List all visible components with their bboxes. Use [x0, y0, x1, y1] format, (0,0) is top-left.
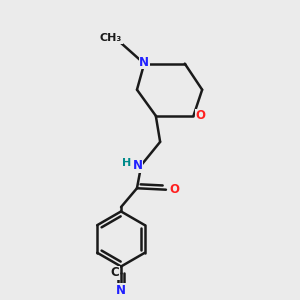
Text: CH₃: CH₃ — [100, 33, 122, 43]
Text: N: N — [116, 284, 126, 297]
Text: N: N — [139, 56, 149, 69]
Text: C: C — [110, 266, 119, 279]
Text: H: H — [122, 158, 131, 168]
Text: O: O — [196, 109, 206, 122]
Text: N: N — [133, 159, 143, 172]
Text: O: O — [169, 183, 179, 196]
